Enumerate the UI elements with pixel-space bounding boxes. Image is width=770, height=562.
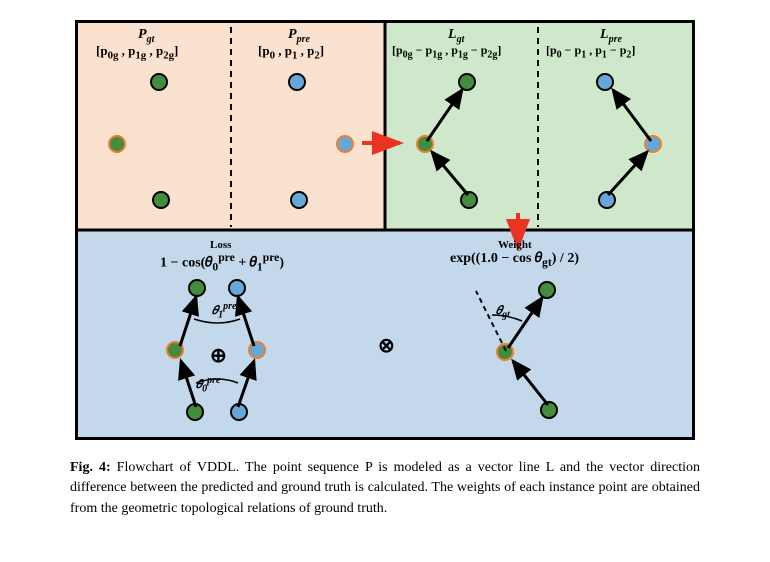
- header-lgt-list: [p0g − p1g , p1g − p2g]: [392, 43, 501, 60]
- dot-green: [458, 73, 476, 91]
- weight-formula: exp((1.0 − cos 𝜃gt) / 2): [450, 251, 579, 269]
- figure-caption: Fig. 4: Flowchart of VDDL. The point seq…: [70, 458, 700, 519]
- dot-blue: [228, 279, 246, 297]
- dot-blue-hl: [248, 341, 266, 359]
- dot-green-hl: [166, 341, 184, 359]
- dot-blue: [598, 191, 616, 209]
- loss-title: Loss: [210, 239, 231, 251]
- dot-green-hl: [416, 135, 434, 153]
- thetagt-label: 𝜃gt: [496, 303, 510, 320]
- header-lpre-list: [p0 − p1 , p1 − p2]: [546, 43, 635, 60]
- figure-container: Pgt [p0g , p1g , p2g] Ppre [p0 , p1 , p2…: [70, 20, 700, 533]
- header-pgt-list: [p0g , p1g , p2g]: [96, 43, 178, 62]
- dot-green: [460, 191, 478, 209]
- dot-green: [186, 403, 204, 421]
- header-ppre-list: [p0 , p1 , p2]: [258, 43, 324, 62]
- dot-green: [152, 191, 170, 209]
- dot-green: [188, 279, 206, 297]
- theta0-label: 𝜃0pre: [196, 375, 220, 394]
- diagram: Pgt [p0g , p1g , p2g] Ppre [p0 , p1 , p2…: [75, 20, 695, 440]
- theta1-label: 𝜃1pre: [212, 301, 236, 320]
- oplus-icon: ⊕: [210, 343, 227, 368]
- dot-blue: [596, 73, 614, 91]
- loss-formula: 1 − cos(𝜃0pre + 𝜃1pre): [160, 251, 284, 273]
- dot-green-hl: [108, 135, 126, 153]
- otimes-icon: ⊗: [378, 333, 395, 358]
- dot-green: [538, 281, 556, 299]
- dot-blue: [290, 191, 308, 209]
- dot-green: [150, 73, 168, 91]
- dot-blue: [230, 403, 248, 421]
- dot-blue: [288, 73, 306, 91]
- dot-blue-hl: [336, 135, 354, 153]
- dot-green-hl: [496, 343, 514, 361]
- dot-blue-hl: [644, 135, 662, 153]
- dot-green: [540, 401, 558, 419]
- weight-title: Weight: [498, 239, 532, 251]
